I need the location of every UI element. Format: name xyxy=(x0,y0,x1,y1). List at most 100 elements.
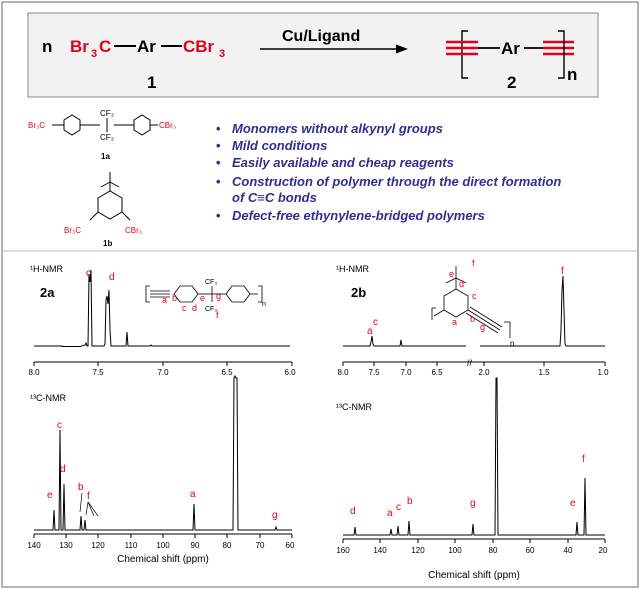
c2b-tick: 120 xyxy=(411,546,425,555)
h2b-tick: 1.0 xyxy=(597,368,609,377)
c2b-tick: 160 xyxy=(336,546,350,555)
h2a-lbl: a xyxy=(162,295,167,305)
c2b-peak-g: g xyxy=(470,498,476,509)
bullet-1: Monomers without alkynyl groups xyxy=(232,121,443,136)
bullet-dot: • xyxy=(216,155,221,170)
h2b-tick: 8.0 xyxy=(337,368,349,377)
c2b-tick: 40 xyxy=(564,546,573,555)
h2a-lbl: g xyxy=(216,291,221,301)
reactant-left-sub: 3 xyxy=(91,48,97,60)
reactant-left-c: C xyxy=(99,37,111,56)
s1a-label: 1a xyxy=(101,152,110,161)
h2b-ticks xyxy=(342,362,606,366)
bond xyxy=(445,277,457,284)
c2a-tick: 130 xyxy=(59,541,73,550)
h2b-lbl: g xyxy=(480,322,485,332)
structure-1b-labels: Br₃C CBr₃ 1b xyxy=(64,226,142,248)
bond xyxy=(469,306,503,328)
h2a-tick: 8.0 xyxy=(28,368,40,377)
c2b-peak-a: a xyxy=(387,508,393,519)
c2a-tick: 120 xyxy=(91,541,105,550)
h2b-peak-a: a xyxy=(367,326,373,337)
c2a-peak-labels: c d e b f a g xyxy=(47,420,278,521)
s1b-label: 1b xyxy=(103,239,112,248)
bond xyxy=(433,309,445,317)
h2b-n: n xyxy=(510,339,514,348)
h2b-lbl: d xyxy=(459,279,464,289)
bullet-4-cont: of C≡C bonds xyxy=(232,190,317,205)
c2a-peak-d: d xyxy=(60,464,66,475)
c-nmr-2b-panel: ¹³C-NMR 160 140 120 100 80 60 40 20 Chem… xyxy=(336,377,608,581)
c2b-tick: 80 xyxy=(489,546,498,555)
c2b-peak-c: c xyxy=(396,502,401,513)
arrow-label: Cu/Ligand xyxy=(282,28,360,45)
s1a-left: Br₃C xyxy=(28,121,45,130)
label-2: 2 xyxy=(507,73,516,92)
mark xyxy=(87,501,99,517)
bond xyxy=(455,277,467,284)
h-nmr-2b-panel: ¹H-NMR 2b // 8.0 7.5 7.0 6.5 2.0 1.5 1.0… xyxy=(336,258,609,377)
c2a-tick: 100 xyxy=(156,541,170,550)
c2b-ticks xyxy=(342,539,606,543)
c2a-tick: 90 xyxy=(191,541,200,550)
c2b-tick-labels: 160 140 120 100 80 60 40 20 xyxy=(336,546,608,555)
h2a-lbl: b xyxy=(172,293,177,303)
h2b-lbl: b xyxy=(470,314,475,324)
h2a-tick: 6.5 xyxy=(221,368,233,377)
c2b-xlabel: Chemical shift (ppm) xyxy=(428,570,520,581)
h2a-lbl: d xyxy=(192,303,197,313)
c2a-tick: 70 xyxy=(256,541,265,550)
h2b-peak-labels: a c f xyxy=(367,266,564,337)
bracket-right xyxy=(558,30,565,79)
h2b-tick: 1.5 xyxy=(538,368,550,377)
c2a-xlabel: Chemical shift (ppm) xyxy=(117,554,209,565)
product-ar: Ar xyxy=(501,39,520,58)
c2b-tick: 100 xyxy=(448,546,462,555)
h2a-n: n xyxy=(262,301,266,308)
c2a-tick: 60 xyxy=(286,541,295,550)
h2b-tick: 2.0 xyxy=(478,368,490,377)
c2b-tick: 20 xyxy=(599,546,608,555)
c2a-peak-a: a xyxy=(190,489,196,500)
h2a-lbl: f xyxy=(216,310,219,320)
scheme-panel xyxy=(27,12,599,98)
h2b-tick-labels: 8.0 7.5 7.0 6.5 2.0 1.5 1.0 xyxy=(337,368,609,377)
c2a-title: ¹³C-NMR xyxy=(30,393,66,403)
h2b-structure xyxy=(431,266,511,338)
h2a-structure xyxy=(145,285,263,303)
bullet-2: Mild conditions xyxy=(232,138,327,153)
bond xyxy=(100,181,111,188)
s1a-top: CF₃ xyxy=(100,109,114,118)
reaction-scheme: n Br 3 C Ar CBr 3 1 Cu/Ligand Ar n 2 xyxy=(42,28,577,92)
h-nmr-2a-panel: ¹H-NMR 2a 8.0 7.5 7.0 6.5 6.0 c d xyxy=(28,264,296,377)
h2b-compound: 2b xyxy=(351,285,366,300)
c2b-tick: 140 xyxy=(373,546,387,555)
h2a-lbl: e xyxy=(200,293,205,303)
axis-break: // xyxy=(467,358,473,368)
s1a-right: CBr₃ xyxy=(159,121,176,130)
h2a-cf3-labels: CF₃ CF₃ n xyxy=(205,279,266,313)
h2a-title: ¹H-NMR xyxy=(30,264,63,274)
mark xyxy=(431,307,436,320)
h2b-spectrum xyxy=(343,275,605,347)
h2a-tick-labels: 8.0 7.5 7.0 6.5 6.0 xyxy=(28,368,296,377)
h2a-ticks xyxy=(33,362,293,366)
c2a-tick: 110 xyxy=(125,541,138,550)
c2a-ticks xyxy=(33,534,293,538)
s1b-left: Br₃C xyxy=(64,226,81,235)
reactant-right-cbr: CBr xyxy=(183,37,215,56)
mark xyxy=(145,285,150,303)
h2b-tick: 7.5 xyxy=(368,368,380,377)
c2a-peak-c: c xyxy=(57,420,62,431)
ring-1a-left xyxy=(63,114,81,136)
s1b-right: CBr₃ xyxy=(125,226,142,235)
bond xyxy=(109,181,120,188)
bullet-5: Defect-free ethynylene-bridged polymers xyxy=(232,208,485,223)
h2b-title: ¹H-NMR xyxy=(336,264,369,274)
bullet-list: • Monomers without alkynyl groups • Mild… xyxy=(216,121,561,223)
bullet-dot: • xyxy=(216,174,221,189)
s1a-bottom: CF₃ xyxy=(100,133,114,142)
c2a-peak-b: b xyxy=(78,482,84,493)
bond xyxy=(121,211,131,221)
